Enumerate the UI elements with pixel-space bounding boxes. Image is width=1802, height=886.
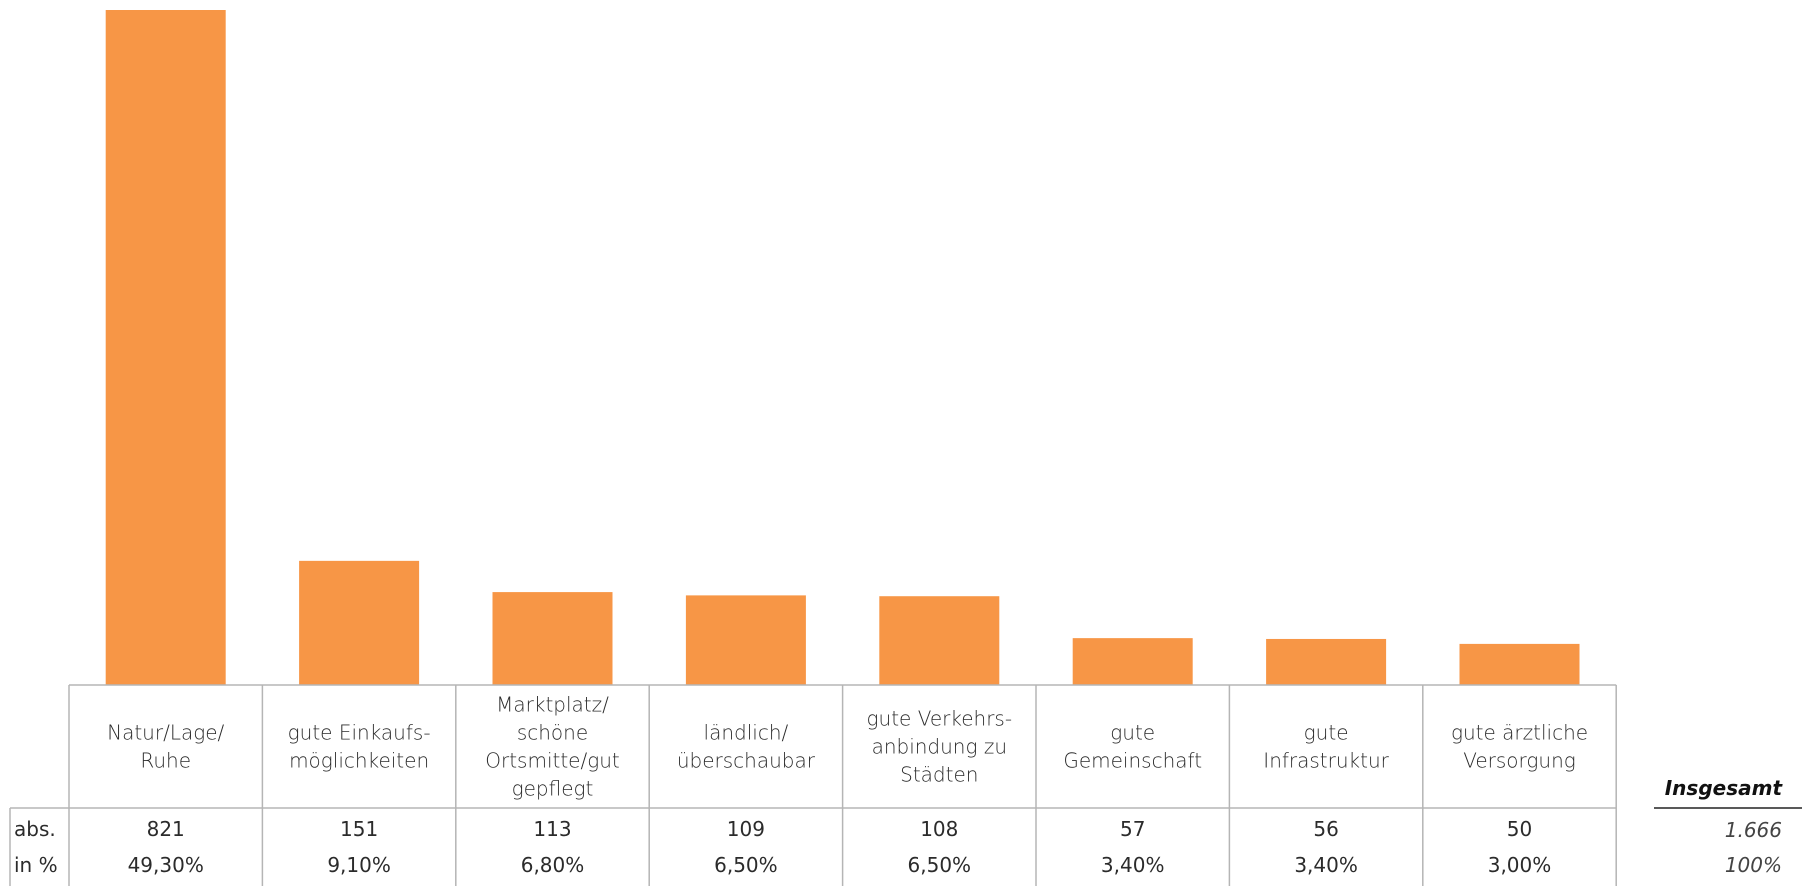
bar-7 [1266, 638, 1387, 685]
category-label-5: gute Verkehrs-anbindung zu Städten [867, 707, 1013, 787]
bar-1 [105, 10, 226, 685]
pct-value-7: 3,40% [1294, 853, 1358, 877]
abs-value-3: 113 [533, 817, 571, 841]
category-label-2: gute Einkaufs-möglichkeiten [288, 721, 431, 773]
abs-value-8: 50 [1507, 817, 1532, 841]
pct-value-5: 6,50% [908, 853, 972, 877]
category-label-7: gute Infrastruktur [1263, 721, 1389, 773]
category-label-1: Natur/Lage/Ruhe [107, 721, 224, 773]
category-label-8: gute ärztliche Versorgung [1451, 721, 1588, 773]
category-label-4: ländlich/überschaubar [677, 721, 816, 773]
abs-value-5: 108 [920, 817, 958, 841]
pct-value-3: 6,80% [521, 853, 585, 877]
category-label-6: gute Gemeinschaft [1063, 721, 1202, 773]
abs-value-1: 821 [147, 817, 185, 841]
data-table: 821 49,30% 151 9,10% 113 6,80% 109 6,50% 108 6,50… [9, 684, 1617, 886]
row-label-pct: in % [14, 853, 58, 877]
pct-value-8: 3,00% [1488, 853, 1552, 877]
pct-value-2: 9,10% [327, 853, 391, 877]
pct-value-1: 49,30% [128, 853, 204, 877]
total-abs: 1.666 [1725, 818, 1782, 842]
bar-4 [685, 595, 806, 685]
abs-value-7: 56 [1313, 817, 1338, 841]
bars-group [105, 10, 1580, 685]
category-labels: Natur/Lage/Ruhe gute Einkaufs-möglichkeit… [107, 693, 1588, 801]
abs-value-4: 109 [727, 817, 765, 841]
totals-column: Insgesamt 1.666 100% [1654, 776, 1802, 877]
total-pct: 100% [1725, 853, 1782, 877]
abs-value-2: 151 [340, 817, 378, 841]
bar-3 [492, 592, 613, 685]
total-header: Insgesamt [1665, 776, 1784, 800]
row-label-abs: abs. [14, 817, 56, 841]
bar-5 [879, 596, 1000, 685]
pct-value-6: 3,40% [1101, 853, 1165, 877]
category-label-3: Marktplatz/schöne Ortsmitte/gut gepflegt [485, 693, 620, 801]
bar-8 [1459, 643, 1580, 685]
bar-2 [299, 560, 420, 685]
bar-6 [1072, 638, 1193, 685]
abs-value-6: 57 [1120, 817, 1145, 841]
pct-value-4: 6,50% [714, 853, 778, 877]
